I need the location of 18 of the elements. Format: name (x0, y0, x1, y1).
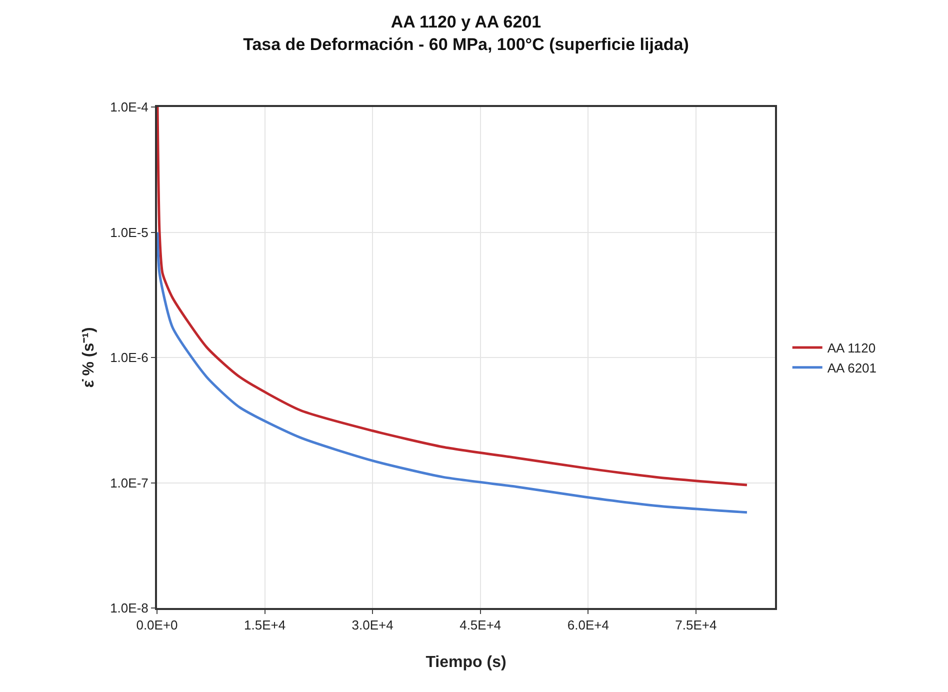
x-tick-label: 4.5E+4 (460, 618, 502, 633)
x-tick-label: 0.0E+0 (136, 618, 178, 633)
legend-label: AA 1120 (827, 340, 876, 356)
x-tick-label: 6.0E+4 (567, 618, 609, 633)
y-tick-label: 1.0E-7 (110, 475, 148, 490)
chart-title: AA 1120 y AA 6201 Tasa de Deformación - 60 MPa, 100°C (superficie lijada) (243, 12, 689, 54)
y-tick-label: 1.0E-5 (110, 224, 148, 240)
y-axis-title: ε̇ % (s⁻¹) (80, 327, 98, 388)
line-series (157, 107, 748, 486)
x-axis-title: Tiempo (s) (426, 654, 506, 671)
y-tick-label: 1.0E-4 (110, 100, 148, 115)
y-tick-label: 1.0E-6 (110, 350, 148, 366)
legend-label: AA 6201 (827, 360, 877, 376)
x-tick-label: 3.0E+4 (352, 618, 394, 633)
x-tick-label: 1.5E+4 (244, 618, 286, 633)
line-series (157, 231, 748, 514)
y-tick-label: 1.0E-8 (110, 600, 148, 616)
x-tick-label: 7.5E+4 (675, 618, 717, 633)
